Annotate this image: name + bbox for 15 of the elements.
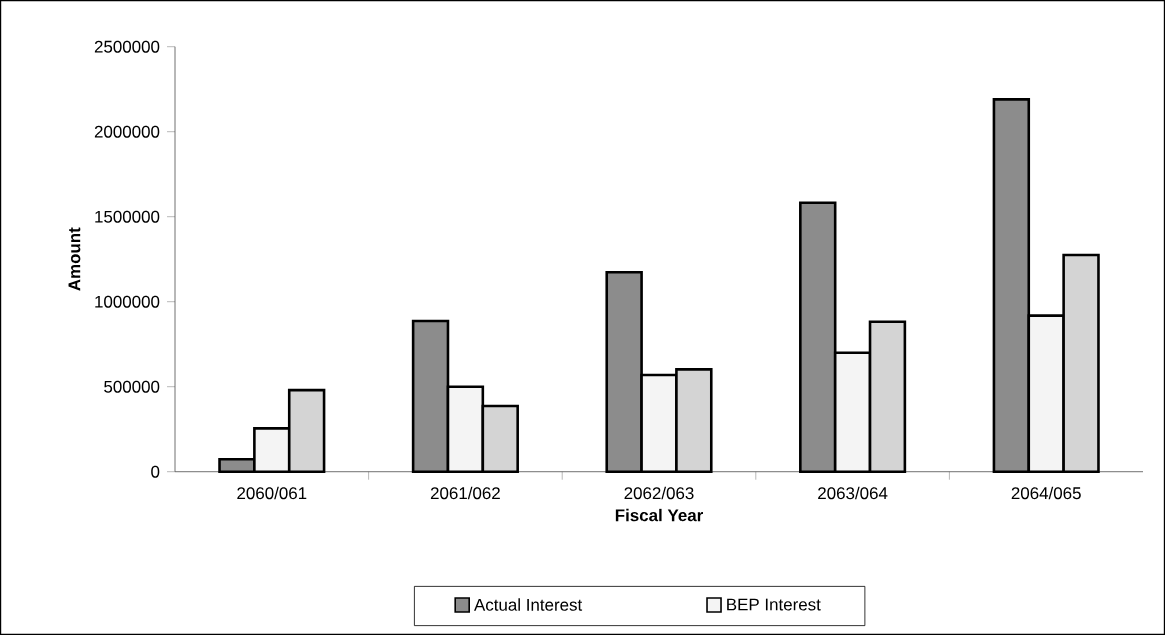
y-tick-label: 0 — [151, 465, 160, 478]
y-axis-title: Amount — [68, 227, 81, 291]
x-tick-label: 2063/064 — [818, 486, 888, 500]
y-tick-label: 1500000 — [95, 210, 160, 223]
y-tick-label: 2500000 — [94, 40, 160, 53]
x-tick-label: 2061/062 — [430, 486, 500, 500]
x-tick-label: 2060/061 — [237, 486, 307, 500]
y-tick-label: 500000 — [104, 380, 160, 393]
y-tick-label: 2000000 — [94, 125, 160, 138]
legend-label: BEP Interest — [727, 598, 821, 611]
x-tick-label: 2062/063 — [624, 486, 694, 500]
x-axis-title: Fiscal Year — [615, 508, 704, 522]
y-tick-label: 1000000 — [95, 295, 160, 308]
legend-label: Actual Interest — [474, 598, 583, 611]
x-tick-label: 2064/065 — [1011, 486, 1081, 500]
